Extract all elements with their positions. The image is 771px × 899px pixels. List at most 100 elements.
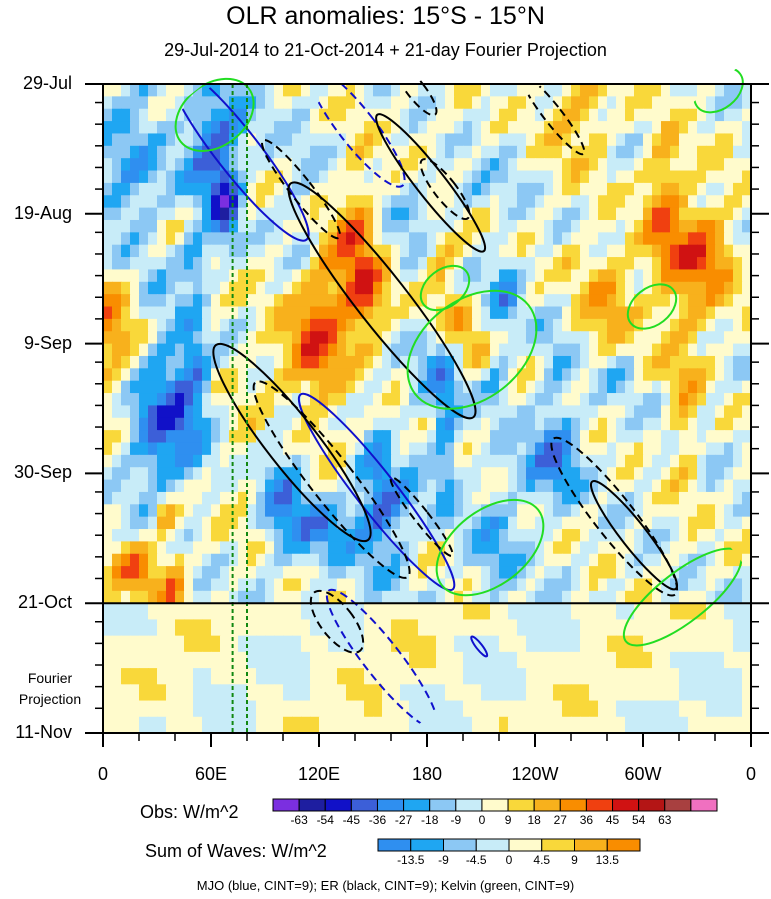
heatmap-cell (472, 553, 482, 567)
heatmap-cell (238, 417, 248, 431)
heatmap-cell (238, 207, 248, 221)
heatmap-cell (571, 96, 581, 110)
projection-cell (256, 716, 266, 733)
heatmap-cell (472, 294, 482, 308)
y-tick-label: 29-Jul (22, 73, 72, 93)
heatmap-cell (499, 84, 509, 97)
heatmap-cell (355, 318, 365, 332)
heatmap-cell (571, 343, 581, 357)
heatmap-cell (634, 133, 644, 147)
projection-cell (733, 684, 743, 702)
heatmap-cell (355, 417, 365, 431)
heatmap-cell (742, 331, 751, 345)
waves-legend-level: 0 (505, 853, 513, 867)
heatmap-cell (553, 219, 563, 233)
heatmap-cell (139, 516, 149, 530)
heatmap-cell (301, 232, 311, 246)
heatmap-cell (256, 121, 266, 135)
projection-cell (373, 635, 383, 653)
heatmap-cell (544, 442, 554, 456)
heatmap-cell (463, 207, 473, 221)
heatmap-cell (661, 442, 671, 456)
projection-cell (175, 651, 185, 669)
heatmap-cell (544, 281, 554, 295)
heatmap-cell (139, 182, 149, 196)
heatmap-cell (508, 170, 518, 184)
heatmap-cell (553, 529, 563, 542)
heatmap-cell (688, 430, 698, 444)
heatmap-cell (625, 96, 635, 110)
heatmap-cell (418, 405, 428, 419)
heatmap-cell (652, 578, 662, 592)
heatmap-cell (409, 182, 419, 196)
projection-cell (679, 619, 689, 637)
heatmap-cell (490, 516, 500, 530)
heatmap-cell (202, 541, 212, 555)
heatmap-cell (706, 232, 716, 246)
heatmap-cell (724, 294, 734, 308)
projection-cell (310, 716, 320, 733)
heatmap-cell (400, 467, 410, 481)
heatmap-cell (229, 590, 239, 604)
heatmap-cell (292, 257, 302, 271)
projection-cell (184, 635, 194, 653)
heatmap-cell (202, 232, 212, 246)
heatmap-cell (472, 232, 482, 246)
heatmap-cell (103, 182, 113, 196)
heatmap-cell (616, 133, 626, 147)
heatmap-cell (373, 84, 383, 97)
projection-cell (580, 684, 590, 702)
heatmap-cell (454, 281, 464, 295)
projection-cell (508, 684, 518, 702)
projection-cell (481, 684, 491, 702)
heatmap-cell (616, 232, 626, 246)
heatmap-cell (625, 467, 635, 481)
heatmap-cell (256, 219, 266, 233)
heatmap-cell (103, 553, 113, 567)
heatmap-cell (292, 454, 302, 468)
heatmap-cell (373, 491, 383, 505)
heatmap-cell (193, 195, 203, 209)
heatmap-cell (409, 96, 419, 110)
heatmap-cell (508, 318, 518, 332)
heatmap-cell (292, 96, 302, 110)
heatmap-cell (616, 516, 626, 530)
er-contour (419, 158, 471, 221)
heatmap-cell (733, 170, 743, 184)
heatmap-cell (292, 442, 302, 456)
heatmap-cell (481, 516, 491, 530)
projection-cell (121, 668, 131, 685)
heatmap-cell (193, 331, 203, 345)
heatmap-cell (670, 145, 680, 159)
er-contour (309, 589, 365, 654)
heatmap-cell (409, 355, 419, 369)
heatmap-cell (490, 405, 500, 419)
projection-cell (310, 603, 320, 621)
heatmap-cell (247, 442, 257, 456)
heatmap-cell (535, 541, 545, 555)
heatmap-cell (634, 331, 644, 345)
heatmap-cell (490, 491, 500, 505)
projection-cell (598, 684, 608, 702)
projection-cell (292, 684, 302, 702)
heatmap-cell (283, 257, 293, 271)
heatmap-cell (220, 393, 230, 407)
heatmap-cell (499, 219, 509, 233)
heatmap-cell (400, 355, 410, 369)
heatmap-cell (175, 182, 185, 196)
heatmap-cell (625, 318, 635, 332)
heatmap-cell (310, 207, 320, 221)
heatmap-cell (544, 121, 554, 135)
projection-cell (418, 619, 428, 637)
heatmap-cell (400, 96, 410, 110)
heatmap-cell (211, 269, 221, 283)
heatmap-cell (454, 467, 464, 481)
heatmap-cell (670, 590, 680, 604)
heatmap-cell (202, 393, 212, 407)
heatmap-cell (634, 430, 644, 444)
heatmap-cell (121, 430, 131, 444)
heatmap-cell (679, 504, 689, 518)
heatmap-cell (472, 541, 482, 555)
heatmap-cell (202, 269, 212, 283)
heatmap-cell (427, 516, 437, 530)
